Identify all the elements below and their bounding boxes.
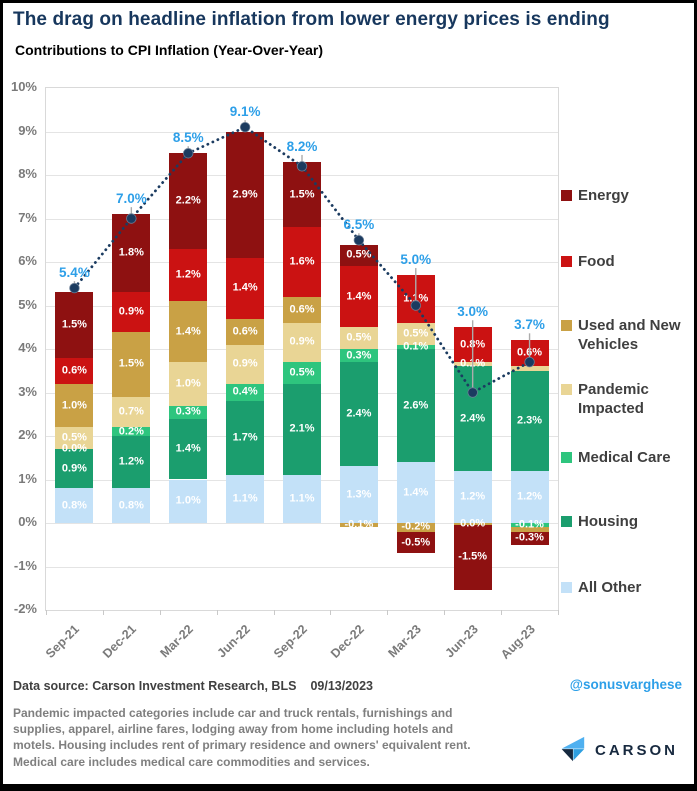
plot-area: Sep-21 Dec-21 Mar-22 Jun-22 Sep-22 Dec-22 Mar-… bbox=[43, 87, 559, 662]
carson-logo-icon bbox=[561, 736, 585, 762]
bar-segment: 0.8% bbox=[112, 488, 151, 523]
x-axis-tick bbox=[558, 610, 559, 615]
y-tick-label: 3% bbox=[18, 383, 37, 399]
legend-label: Used and New Vehicles bbox=[578, 317, 681, 353]
x-axis-label: Dec-21 bbox=[100, 622, 140, 661]
x-axis-label: Sep-22 bbox=[271, 622, 310, 661]
x-axis-label: Mar-23 bbox=[385, 622, 424, 661]
legend-item-all-other: All Other bbox=[561, 579, 694, 598]
legend-item-used-and-new-vehicles: Used and New Vehicles bbox=[561, 317, 694, 355]
legend-item-pandemic-impacted: Pandemic Impacted bbox=[561, 381, 694, 419]
headline-cpi-trend-line bbox=[69, 120, 535, 398]
total-value-label: 3.0% bbox=[457, 304, 489, 320]
bar-segment: 2.9% bbox=[226, 131, 265, 258]
chart-subtitle: Contributions to CPI Inflation (Year-Ove… bbox=[15, 42, 324, 58]
x-axis-label: Jun-22 bbox=[214, 622, 254, 661]
total-marker bbox=[467, 387, 478, 398]
total-marker bbox=[126, 213, 137, 224]
x-axis-tick bbox=[46, 610, 47, 615]
legend-swatch bbox=[561, 320, 572, 331]
y-tick-label: 10% bbox=[10, 79, 37, 94]
total-marker bbox=[353, 235, 365, 246]
total-marker bbox=[296, 161, 308, 172]
y-tick-label: 0% bbox=[18, 514, 37, 529]
x-axis-tick bbox=[330, 610, 332, 615]
y-tick-label: 4% bbox=[18, 340, 37, 355]
total-marker bbox=[239, 121, 251, 133]
x-axis-tick bbox=[216, 610, 218, 615]
legend-swatch bbox=[561, 516, 572, 527]
y-tick-label: 1% bbox=[18, 470, 37, 486]
total-value-label: 5.0% bbox=[400, 252, 432, 268]
social-handle-link[interactable]: @sonusvarghese bbox=[569, 677, 682, 692]
legend-item-housing: Housing bbox=[561, 513, 694, 532]
total-marker bbox=[524, 356, 535, 368]
x-axis-tick bbox=[501, 610, 503, 615]
legend-label: Medical Care bbox=[578, 449, 671, 466]
legend-label: Pandemic Impacted bbox=[578, 381, 649, 417]
x-axis-tick bbox=[444, 610, 446, 615]
y-tick-label: 5% bbox=[18, 296, 37, 312]
carson-logo-text: CARSON bbox=[594, 741, 678, 759]
legend-swatch bbox=[561, 384, 572, 395]
legend-item-energy: Energy bbox=[561, 187, 694, 206]
x-axis-label: Aug-23 bbox=[497, 622, 538, 662]
total-value-label: 5.4% bbox=[59, 265, 90, 281]
legend-label: Food bbox=[578, 253, 615, 270]
total-marker bbox=[410, 300, 421, 311]
y-tick-label: 2% bbox=[18, 427, 37, 442]
data-source-line: Data source: Carson Investment Research,… bbox=[13, 679, 373, 693]
total-value-label: 8.2% bbox=[286, 138, 318, 154]
y-tick-label: -1% bbox=[13, 557, 37, 573]
legend-swatch bbox=[561, 256, 572, 267]
x-axis-label: Jun-23 bbox=[442, 622, 481, 661]
x-axis-label: Dec-22 bbox=[327, 622, 367, 661]
total-value-label: 9.1% bbox=[229, 104, 261, 120]
legend-swatch bbox=[561, 582, 572, 593]
x-axis-tick bbox=[159, 610, 161, 615]
total-value-label: 6.5% bbox=[343, 217, 375, 233]
x-axis-tick bbox=[273, 610, 275, 615]
bar-segment: 1.0% bbox=[169, 362, 208, 406]
y-tick-label: 6% bbox=[18, 253, 37, 268]
gridline bbox=[46, 566, 558, 568]
total-value-label: 7.0% bbox=[115, 191, 147, 207]
y-tick-label: -2% bbox=[13, 601, 37, 616]
legend-swatch bbox=[561, 452, 572, 463]
legend-label: Housing bbox=[578, 513, 638, 530]
x-axis-label: Sep-21 bbox=[43, 622, 83, 661]
data-source-text: Data source: Carson Investment Research,… bbox=[13, 679, 297, 693]
legend-item-medical-care: Medical Care bbox=[561, 449, 694, 468]
y-axis: 10% 9% 8% 7% 6% 5% 4% 3% 2% 1% 0% -1% -2% bbox=[3, 79, 43, 616]
gridline bbox=[46, 523, 558, 524]
page-title: The drag on headline inflation from lowe… bbox=[13, 9, 610, 30]
y-tick-label: 8% bbox=[18, 166, 37, 181]
y-tick-label: 7% bbox=[18, 209, 37, 225]
legend-item-food: Food bbox=[561, 253, 694, 272]
total-marker bbox=[183, 148, 194, 159]
legend-label: All Other bbox=[578, 579, 642, 596]
x-axis-tick bbox=[387, 610, 389, 615]
total-marker bbox=[69, 282, 80, 294]
footnote-text: Pandemic impacted categories include car… bbox=[13, 706, 471, 769]
data-source-date: 09/13/2023 bbox=[310, 679, 373, 693]
bar-segment bbox=[510, 527, 549, 532]
total-value-label: 3.7% bbox=[514, 317, 545, 333]
y-tick-label: 9% bbox=[18, 122, 37, 138]
legend-label: Energy bbox=[578, 187, 629, 204]
x-axis-label: Mar-22 bbox=[157, 622, 197, 661]
carson-logo: CARSON bbox=[557, 735, 678, 765]
gridline bbox=[46, 131, 558, 133]
x-axis-tick bbox=[102, 610, 104, 615]
legend-swatch bbox=[561, 190, 572, 201]
bar-segment bbox=[510, 366, 549, 371]
total-value-label: 8.5% bbox=[172, 130, 204, 146]
